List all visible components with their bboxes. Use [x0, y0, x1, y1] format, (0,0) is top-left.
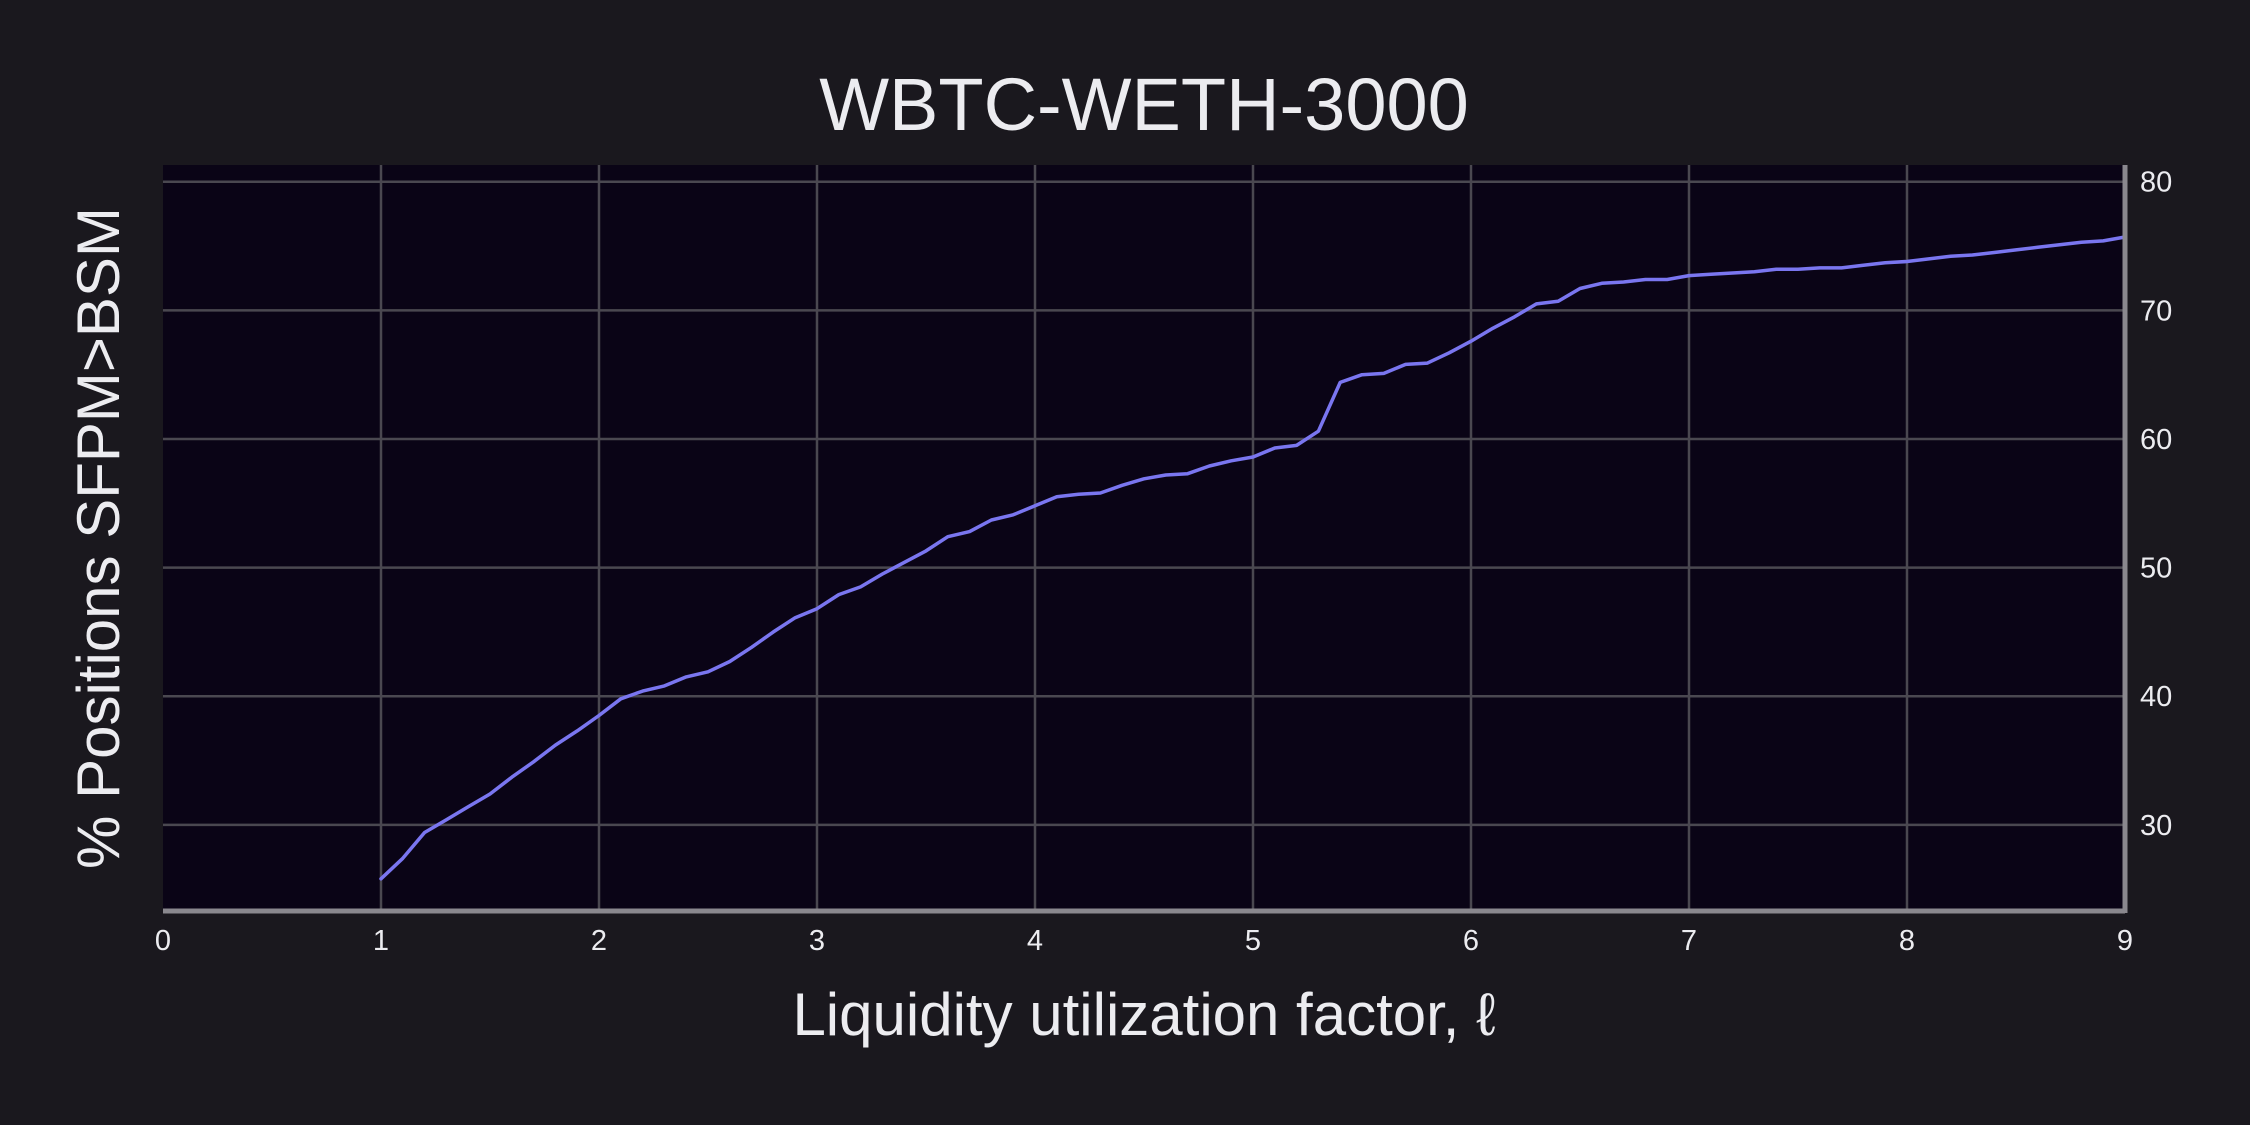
- x-axis-label: Liquidity utilization factor, ℓ: [792, 981, 1495, 1048]
- y-tick-label: 80: [2140, 167, 2172, 199]
- x-tick-label: 1: [373, 925, 389, 957]
- x-tick-label: 6: [1463, 925, 1479, 957]
- y-tick-label: 50: [2140, 553, 2172, 585]
- y-tick-labels: 30 40 50 60 70 80: [2140, 167, 2172, 842]
- chart-title: WBTC-WETH-3000: [819, 63, 1469, 146]
- series-line: [379, 235, 2127, 881]
- x-tick-label: 3: [809, 925, 825, 957]
- x-tick-label: 5: [1245, 925, 1261, 957]
- plot-area: [163, 165, 2125, 911]
- x-tick-label: 0: [155, 925, 171, 957]
- x-tick-labels: 0 1 2 3 4 5 6 7 8 9: [155, 925, 2133, 957]
- x-tick-label: 7: [1681, 925, 1697, 957]
- x-tick-label: 9: [2117, 925, 2133, 957]
- y-tick-label: 40: [2140, 681, 2172, 713]
- x-tick-label: 8: [1899, 925, 1915, 957]
- y-axis-label: % Positions SFPM>BSM: [65, 207, 132, 869]
- x-tick-label: 4: [1027, 925, 1043, 957]
- grid: [163, 165, 2125, 911]
- x-tick-label: 2: [591, 925, 607, 957]
- y-tick-label: 60: [2140, 424, 2172, 456]
- y-tick-label: 70: [2140, 295, 2172, 327]
- y-tick-label: 30: [2140, 810, 2172, 842]
